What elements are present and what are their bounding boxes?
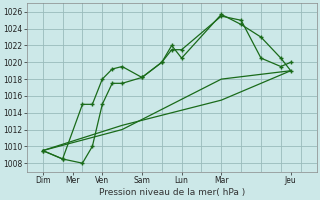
X-axis label: Pression niveau de la mer( hPa ): Pression niveau de la mer( hPa ) — [99, 188, 245, 197]
